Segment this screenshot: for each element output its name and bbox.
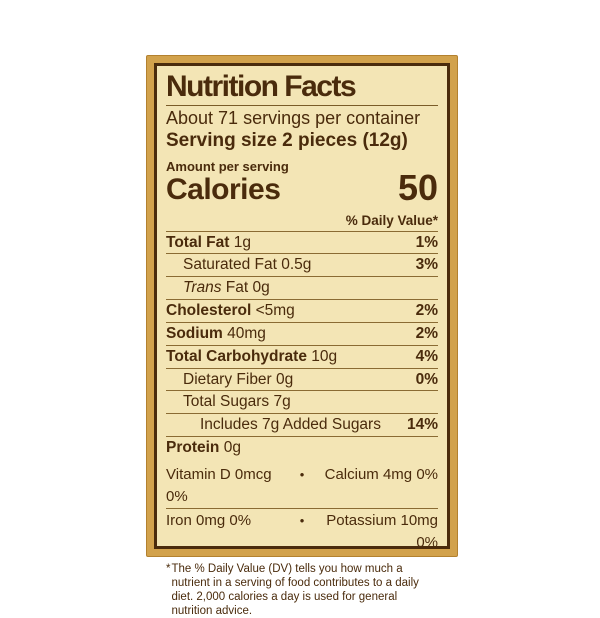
footnote-asterisk: * [166, 562, 171, 575]
nutrient-dv: 3% [415, 256, 438, 274]
nutrition-label-frame: Nutrition Facts About 71 servings per co… [146, 55, 458, 617]
micronutrient-row: Vitamin D 0mcg 0% • Calcium 4mg 0% [166, 463, 438, 509]
nutrient-dv: 2% [415, 324, 438, 342]
nutrient-amount: 0g [223, 438, 241, 456]
nutrient-dv: 4% [415, 347, 438, 365]
nutrient-amount: 1g [233, 233, 251, 251]
nutrient-name: Total Sugars [183, 393, 270, 411]
daily-value-header: % Daily Value* [345, 212, 438, 228]
nutrient-amount: 0g [276, 370, 294, 388]
nutrient-name: Saturated Fat [183, 256, 277, 274]
nutrient-row-dietary-fiber: Dietary Fiber 0g 0% [166, 367, 438, 391]
nutrient-amount: 0.5g [281, 256, 312, 274]
micronutrient-right: Calcium 4mg 0% [324, 465, 438, 483]
micronutrient-left: Iron 0mg 0% [166, 512, 252, 530]
nutrient-row-total-fat: Total Fat 1g 1% [166, 230, 438, 254]
nutrient-amount: 40mg [227, 324, 266, 342]
micronutrients-section: Vitamin D 0mcg 0% • Calcium 4mg 0% Iron … [166, 463, 438, 555]
nutrient-name: Trans [183, 279, 222, 297]
nutrient-dv: 14% [406, 416, 438, 434]
nutrient-dv: 1% [415, 233, 438, 251]
micronutrient-left: Vitamin D 0mcg 0% [166, 465, 272, 505]
footnote-text: The % Daily Value (DV) tells you how muc… [171, 562, 419, 617]
nutrient-name: Total Fat [166, 233, 230, 251]
nutrient-amount: 7g [273, 393, 291, 411]
nutrient-name: Protein [166, 438, 220, 456]
nutrient-name: Cholesterol [166, 302, 252, 320]
label-title: Nutrition Facts [166, 71, 438, 106]
nutrient-name: Includes 7g Added Sugars [200, 416, 381, 434]
nutrient-amount: <5mg [255, 302, 295, 320]
nutrient-row-protein: Protein 0g [166, 435, 438, 459]
nutrient-row-total-sugars: Total Sugars 7g [166, 390, 438, 413]
bullet-separator-icon: • [299, 466, 305, 482]
nutrient-row-sodium: Sodium 40mg 2% [166, 321, 438, 345]
nutrient-dv: 0% [415, 370, 438, 388]
nutrient-amount: Fat 0g [225, 279, 270, 297]
calories-row: Calories 50 [166, 167, 438, 209]
nutrient-name: Total Carbohydrate [166, 347, 307, 365]
micronutrient-row: Iron 0mg 0% • Potassium 10mg 0% [166, 508, 438, 555]
serving-size: Serving size 2 pieces (12g) [166, 130, 408, 152]
micronutrient-right: Potassium 10mg 0% [326, 512, 438, 552]
nutrient-name: Sodium [166, 324, 223, 342]
daily-value-footnote: * The % Daily Value (DV) tells you how m… [166, 559, 438, 618]
nutrient-row-added-sugars: Includes 7g Added Sugars 14% [166, 413, 438, 436]
servings-per-container: About 71 servings per container [166, 107, 421, 128]
calories-label: Calories [166, 172, 281, 206]
bullet-separator-icon: • [299, 513, 305, 529]
nutrient-row-trans-fat: Trans Fat 0g [166, 276, 438, 299]
nutrient-dv: 2% [415, 302, 438, 320]
calories-value: 50 [397, 167, 438, 209]
nutrition-label: Nutrition Facts About 71 servings per co… [154, 63, 450, 617]
nutrient-amount: 10g [311, 347, 338, 365]
nutrient-name: Dietary Fiber [183, 370, 272, 388]
nutrient-row-saturated-fat: Saturated Fat 0.5g 3% [166, 253, 438, 276]
nutrient-row-total-carbohydrate: Total Carbohydrate 10g 4% [166, 344, 438, 368]
amount-per-serving-label: Amount per serving [166, 158, 289, 174]
nutrient-row-cholesterol: Cholesterol <5mg 2% [166, 299, 438, 322]
